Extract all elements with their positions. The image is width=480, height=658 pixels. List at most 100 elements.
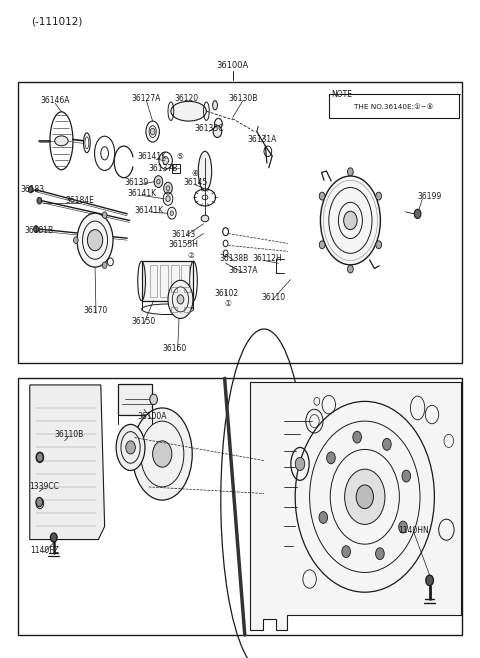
Circle shape <box>375 547 384 559</box>
Circle shape <box>73 237 78 243</box>
Text: 36155H: 36155H <box>168 240 198 249</box>
Circle shape <box>150 128 155 135</box>
Circle shape <box>414 209 421 218</box>
Text: NOTE: NOTE <box>331 89 352 99</box>
Bar <box>18 82 462 363</box>
Circle shape <box>50 533 57 542</box>
Text: 36100A: 36100A <box>216 61 249 70</box>
Text: 36137B: 36137B <box>148 164 178 173</box>
Bar <box>171 265 179 297</box>
Text: 36181B: 36181B <box>25 226 54 236</box>
Text: 36141K: 36141K <box>138 152 167 161</box>
Text: 36102: 36102 <box>214 289 238 298</box>
Circle shape <box>36 497 43 507</box>
Bar <box>329 94 459 118</box>
Text: 36137A: 36137A <box>228 266 258 275</box>
Ellipse shape <box>168 280 193 318</box>
Text: 36110B: 36110B <box>54 430 83 439</box>
Circle shape <box>36 453 43 462</box>
Circle shape <box>402 470 410 482</box>
Text: 36130B: 36130B <box>228 93 258 103</box>
Bar <box>181 265 189 297</box>
Circle shape <box>295 457 305 470</box>
Ellipse shape <box>321 176 380 265</box>
Bar <box>150 265 157 297</box>
Bar <box>118 384 152 415</box>
Text: 36139: 36139 <box>125 178 149 188</box>
Text: 36160: 36160 <box>163 343 187 353</box>
Text: 36170: 36170 <box>83 306 107 315</box>
Text: 36138B: 36138B <box>220 254 249 263</box>
Circle shape <box>87 230 103 251</box>
Text: 36127A: 36127A <box>132 93 161 103</box>
Circle shape <box>150 394 157 405</box>
Bar <box>171 286 177 291</box>
Circle shape <box>28 186 33 193</box>
Ellipse shape <box>166 196 170 201</box>
Circle shape <box>153 441 172 467</box>
Circle shape <box>319 511 328 523</box>
Ellipse shape <box>163 157 168 164</box>
Text: 36145: 36145 <box>184 178 208 187</box>
Circle shape <box>426 575 433 586</box>
Bar <box>142 261 193 301</box>
Circle shape <box>37 197 42 204</box>
Ellipse shape <box>55 136 68 145</box>
Ellipse shape <box>132 408 192 500</box>
Circle shape <box>102 262 107 268</box>
Text: 1339CC: 1339CC <box>29 482 59 491</box>
Text: (-111012): (-111012) <box>31 16 83 27</box>
Circle shape <box>345 469 385 524</box>
Ellipse shape <box>213 101 217 110</box>
Polygon shape <box>250 382 461 630</box>
Text: ⑤: ⑤ <box>176 152 183 161</box>
Ellipse shape <box>164 182 172 194</box>
Circle shape <box>342 545 350 557</box>
Ellipse shape <box>198 151 212 191</box>
Text: 36135C: 36135C <box>194 124 224 134</box>
Circle shape <box>383 438 391 450</box>
Text: 36120: 36120 <box>174 93 198 103</box>
Text: 36141K: 36141K <box>134 206 163 215</box>
Circle shape <box>327 452 336 464</box>
Text: 1140FZ: 1140FZ <box>30 545 59 555</box>
Text: 36184E: 36184E <box>66 196 95 205</box>
Text: ①: ① <box>225 299 231 309</box>
Circle shape <box>34 226 38 232</box>
Bar <box>184 286 190 291</box>
Circle shape <box>102 212 107 218</box>
Text: 36141K: 36141K <box>127 189 156 198</box>
Bar <box>171 307 177 313</box>
Circle shape <box>319 241 325 249</box>
Text: 36100A: 36100A <box>137 412 167 421</box>
Circle shape <box>213 126 222 138</box>
Text: 36183: 36183 <box>21 185 45 194</box>
Text: 36131A: 36131A <box>247 135 276 144</box>
Circle shape <box>399 521 408 533</box>
Circle shape <box>376 192 382 200</box>
Ellipse shape <box>116 424 145 470</box>
Text: 36112H: 36112H <box>252 254 282 263</box>
Text: 36143: 36143 <box>171 230 195 240</box>
Ellipse shape <box>201 215 209 222</box>
Circle shape <box>295 401 434 592</box>
Circle shape <box>344 211 357 230</box>
Bar <box>172 164 180 173</box>
Bar <box>160 265 168 297</box>
Text: 36150: 36150 <box>132 316 156 326</box>
Text: THE NO.36140E:①~⑤: THE NO.36140E:①~⑤ <box>354 103 434 110</box>
Text: 36110: 36110 <box>262 293 286 302</box>
Ellipse shape <box>77 213 113 267</box>
Text: 36199: 36199 <box>417 192 441 201</box>
Text: 36146A: 36146A <box>40 95 70 105</box>
Bar <box>184 307 190 313</box>
Text: ④: ④ <box>192 168 199 178</box>
Circle shape <box>319 192 325 200</box>
Text: 1140HN: 1140HN <box>398 526 429 535</box>
Ellipse shape <box>170 211 174 215</box>
Circle shape <box>353 431 361 443</box>
Circle shape <box>348 168 353 176</box>
Circle shape <box>126 441 135 454</box>
Bar <box>18 378 462 635</box>
Text: ②: ② <box>187 251 194 261</box>
